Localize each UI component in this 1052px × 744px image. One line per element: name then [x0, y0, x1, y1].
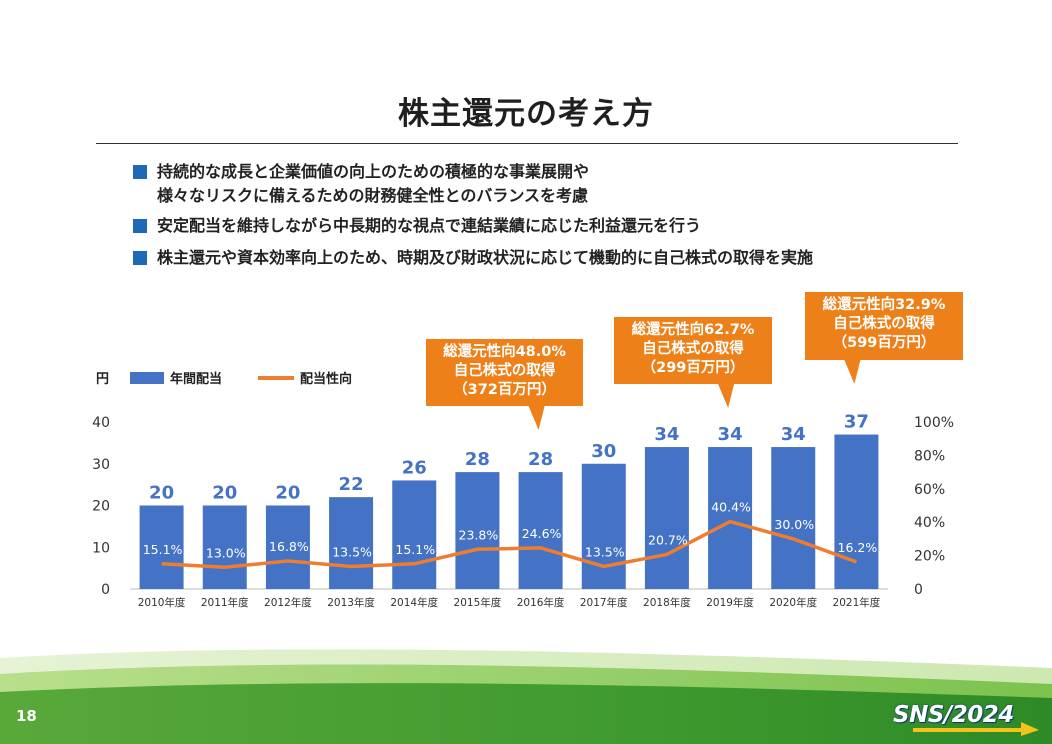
- arrow-icon: [913, 722, 1039, 736]
- callout-pointer: [718, 384, 735, 408]
- bar-value-label: 34: [654, 424, 679, 445]
- line-value-label: 15.1%: [143, 542, 183, 557]
- callout-pointer: [844, 360, 861, 384]
- legend-line-label: 配当性向: [300, 371, 352, 387]
- page-number: 18: [16, 707, 37, 725]
- bullet-text: 株主還元や資本効率向上のため、時期及び財政状況に応じて機動的に自己株式の取得を実…: [157, 248, 814, 267]
- y-tick-label: 30: [92, 457, 110, 473]
- x-tick-label: 2015年度: [454, 596, 502, 609]
- bar: [455, 472, 500, 589]
- line-value-label: 40.4%: [711, 500, 751, 515]
- line-value-label: 16.8%: [269, 539, 309, 554]
- square-bullet-icon: [133, 219, 147, 233]
- bar: [771, 447, 816, 589]
- payout-ratio-line: [161, 519, 858, 570]
- bar-value-label: 28: [528, 449, 553, 470]
- y2-tick-label: 40%: [914, 515, 945, 531]
- line-value-label: 13.5%: [585, 544, 625, 559]
- bar: [392, 480, 437, 589]
- x-tick-label: 2018年度: [643, 596, 691, 609]
- logo-text: SNS/2024: [893, 702, 1014, 728]
- x-tick-label: 2019年度: [706, 596, 754, 609]
- bullet-text: 様々なリスクに備えるための財務健全性とのバランスを考慮: [157, 186, 589, 205]
- line-value-label: 13.5%: [332, 544, 372, 559]
- line-value-label: 24.6%: [522, 526, 562, 541]
- x-tick-label: 2014年度: [390, 596, 438, 609]
- callout-box: 総還元性向32.9% 自己株式の取得 （599百万円）: [805, 292, 963, 360]
- y-axis-unit-label: 円: [96, 372, 109, 387]
- dividend-chart: 円年間配当 配当性向010203040020%40%60%80%100%20201…: [92, 360, 954, 609]
- bar-value-label: 20: [212, 483, 237, 504]
- y2-tick-label: 20%: [914, 549, 945, 565]
- x-tick-label: 2010年度: [138, 596, 186, 609]
- bullet-text: 安定配当を維持しながら中長期的な視点で連結業績に応じた利益還元を行う: [157, 216, 702, 235]
- bar-value-label: 26: [402, 457, 427, 478]
- line-value-label: 13.0%: [206, 545, 246, 560]
- y2-tick-label: 100%: [914, 415, 954, 431]
- bar-value-label: 22: [339, 474, 364, 495]
- callout-text: 総還元性向32.9%: [822, 297, 946, 313]
- x-tick-label: 2020年度: [769, 596, 817, 609]
- bar-value-label: 28: [465, 449, 490, 470]
- bullet-item: 持続的な成長と企業価値の向上のための積極的な事業展開や 様々なリスクに備えるため…: [131, 160, 951, 208]
- callout-text: 自己株式の取得: [833, 316, 935, 332]
- bar: [202, 505, 247, 589]
- bar: [139, 505, 184, 589]
- callout-pointer: [528, 406, 545, 430]
- line-value-label: 16.2%: [838, 540, 878, 555]
- bar-value-label: 37: [844, 412, 869, 433]
- bullet-item: 株主還元や資本効率向上のため、時期及び財政状況に応じて機動的に自己株式の取得を実…: [131, 246, 951, 270]
- bar-value-label: 30: [591, 441, 616, 462]
- line-value-label: 15.1%: [395, 542, 435, 557]
- bullet-text: 持続的な成長と企業価値の向上のための積極的な事業展開や: [157, 162, 590, 181]
- x-tick-label: 2013年度: [327, 596, 375, 609]
- legend-bar-swatch: [130, 372, 164, 384]
- bar-value-label: 34: [718, 424, 743, 445]
- callout-text: （599百万円）: [832, 335, 936, 351]
- square-bullet-icon: [133, 165, 147, 179]
- bar: [834, 434, 879, 589]
- x-tick-label: 2021年度: [833, 596, 881, 609]
- bar: [518, 472, 563, 589]
- y2-tick-label: 60%: [914, 482, 945, 498]
- line-value-label: 30.0%: [774, 517, 814, 532]
- bar-value-label: 20: [149, 483, 174, 504]
- x-tick-label: 2012年度: [264, 596, 312, 609]
- callout-text: （299百万円）: [641, 360, 745, 376]
- page-title: 株主還元の考え方: [398, 96, 654, 132]
- x-tick-label: 2016年度: [517, 596, 565, 609]
- callout-box: 総還元性向48.0% 自己株式の取得 （372百万円）: [426, 339, 583, 406]
- bullet-list: 持続的な成長と企業価値の向上のための積極的な事業展開や 様々なリスクに備えるため…: [131, 160, 951, 271]
- callout-text: （372百万円）: [453, 382, 556, 398]
- bar: [329, 497, 374, 589]
- callout-text: 自己株式の取得: [453, 363, 556, 379]
- bar: [708, 447, 753, 589]
- bar-value-label: 20: [275, 483, 300, 504]
- sns2024-logo: SNS/2024: [893, 700, 1043, 736]
- bar: [644, 447, 689, 589]
- y-tick-label: 0: [101, 582, 110, 598]
- callout-text: 総還元性向62.7%: [631, 322, 755, 338]
- bar: [265, 505, 310, 589]
- bar: [581, 463, 626, 589]
- y2-tick-label: 80%: [914, 448, 945, 464]
- y-tick-label: 20: [92, 499, 110, 515]
- line-value-label: 20.7%: [648, 532, 688, 547]
- title-divider: [96, 143, 958, 144]
- callout-box: 総還元性向62.7% 自己株式の取得 （299百万円）: [614, 317, 772, 384]
- bullet-item: 安定配当を維持しながら中長期的な視点で連結業績に応じた利益還元を行う: [131, 214, 951, 238]
- x-tick-label: 2011年度: [201, 596, 249, 609]
- callout-text: 自己株式の取得: [642, 341, 744, 357]
- y-tick-label: 10: [92, 540, 110, 556]
- line-value-label: 23.8%: [459, 527, 499, 542]
- square-bullet-icon: [133, 251, 147, 265]
- y2-tick-label: 0: [914, 582, 923, 598]
- footer-wave-decoration: [0, 649, 1052, 744]
- y-tick-label: 40: [92, 415, 110, 431]
- legend-bar-label: 年間配当: [170, 371, 222, 387]
- x-tick-label: 2017年度: [580, 596, 628, 609]
- callout-text: 総還元性向48.0%: [443, 344, 566, 360]
- bar-value-label: 34: [781, 424, 806, 445]
